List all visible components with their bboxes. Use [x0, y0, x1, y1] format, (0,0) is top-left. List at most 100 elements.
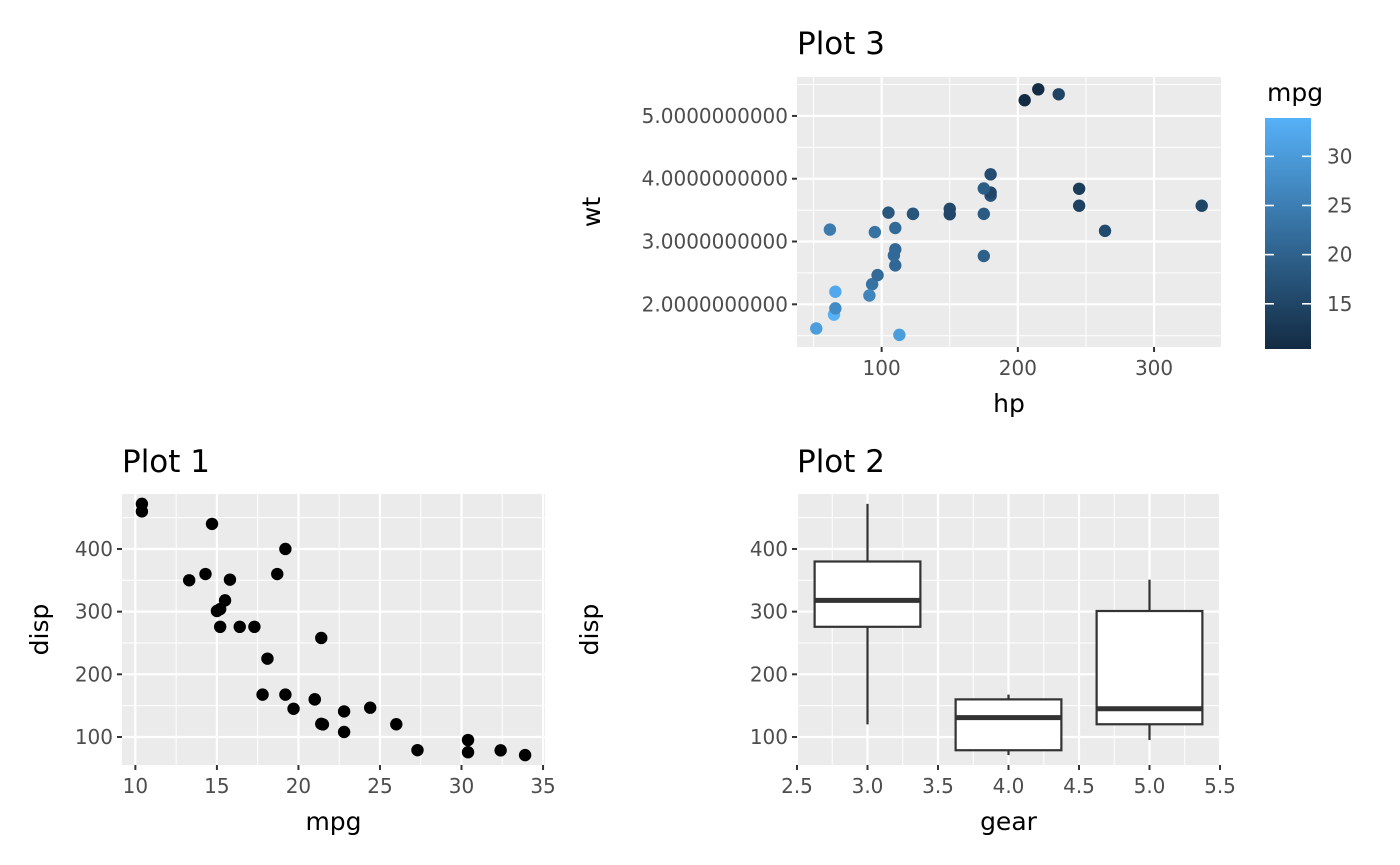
scatter-point — [984, 168, 997, 181]
y-tick-label: 200 — [75, 662, 113, 686]
y-tick-label: 4.0000000000 — [642, 167, 788, 191]
scatter-point — [1072, 182, 1086, 195]
scatter-point — [1195, 199, 1208, 212]
plot3-legend: mpg 15 20 25 30 — [1265, 78, 1352, 349]
scatter-point — [261, 652, 274, 665]
plot3-x-axis-title: hp — [993, 389, 1025, 418]
box-body — [813, 560, 922, 628]
x-tick-label: 15 — [204, 774, 229, 798]
y-tick-label: 400 — [750, 537, 788, 561]
scatter-point — [1098, 224, 1112, 238]
legend-colorbar — [1265, 118, 1311, 349]
plot1-gridlines — [122, 494, 545, 765]
scatter-point — [829, 302, 842, 315]
scatter-point — [1032, 83, 1045, 96]
x-tick-label: 30 — [449, 774, 474, 798]
scatter-point — [279, 688, 292, 701]
scatter-point — [461, 733, 475, 747]
scatter-point — [494, 744, 507, 757]
plot3-y-axis-title: wt — [577, 197, 606, 227]
plot1-title: Plot 1 — [122, 444, 210, 480]
scatter-point — [337, 725, 351, 739]
plot2-y-axis-title: disp — [575, 604, 604, 656]
y-tick-label: 300 — [75, 600, 113, 624]
legend-tick-label: 25 — [1327, 193, 1352, 217]
plot2: Plot 2 2.5 3.0 3.5 4.0 4.5 5.0 5.5 100 200 300 40… — [575, 444, 1236, 836]
plot1-x-axis: 10 15 20 25 30 35 — [123, 765, 556, 798]
x-tick-label: 25 — [367, 774, 392, 798]
scatter-point — [943, 207, 956, 221]
y-tick-label: 200 — [750, 662, 788, 686]
scatter-point — [279, 542, 292, 556]
scatter-point — [135, 505, 149, 518]
y-tick-label: 2.0000000000 — [642, 292, 788, 316]
scatter-point — [205, 517, 219, 531]
plot1-points — [135, 497, 532, 762]
x-tick-label: 200 — [999, 356, 1037, 380]
x-tick-label: 5.0 — [1134, 774, 1166, 798]
scatter-point — [1072, 199, 1086, 212]
scatter-point — [906, 207, 920, 221]
legend-ticks: 15 20 25 30 — [1265, 144, 1352, 316]
plot3-panel — [797, 77, 1221, 347]
y-tick-label: 300 — [750, 600, 788, 624]
scatter-point — [182, 574, 196, 587]
scatter-point — [213, 620, 227, 634]
y-tick-label: 400 — [75, 537, 113, 561]
y-tick-label: 100 — [75, 725, 113, 749]
scatter-point — [893, 328, 906, 342]
plot2-boxes — [813, 503, 1204, 756]
x-tick-label: 35 — [530, 774, 555, 798]
scatter-point — [248, 620, 261, 634]
scatter-point — [977, 207, 991, 221]
scatter-point — [887, 249, 901, 262]
x-tick-label: 20 — [286, 774, 311, 798]
scatter-point — [390, 718, 403, 731]
box-body — [954, 698, 1063, 752]
plot2-x-axis: 2.5 3.0 3.5 4.0 4.5 5.0 5.5 — [781, 765, 1236, 798]
scatter-point — [363, 701, 377, 714]
scatter-point — [977, 182, 991, 195]
x-tick-label: 100 — [863, 356, 901, 380]
plot1-y-axis: 100 200 300 400 — [75, 537, 122, 749]
x-tick-label: 3.0 — [852, 774, 884, 798]
scatter-point — [889, 221, 902, 235]
plot3-title: Plot 3 — [797, 26, 885, 62]
legend-tick-label: 30 — [1327, 144, 1352, 168]
scatter-point — [411, 743, 424, 757]
scatter-point — [287, 702, 300, 715]
scatter-point — [810, 322, 823, 335]
scatter-point — [1018, 94, 1031, 107]
y-tick-label: 3.0000000000 — [642, 230, 788, 254]
scatter-point — [199, 567, 212, 581]
scatter-point — [461, 746, 475, 759]
x-tick-label: 5.5 — [1204, 774, 1236, 798]
scatter-point — [518, 748, 532, 762]
scatter-point — [868, 225, 882, 239]
scatter-point — [223, 573, 237, 586]
scatter-point — [210, 604, 224, 618]
plot3-x-axis: 100 200 300 — [863, 347, 1173, 380]
plot3-points — [810, 83, 1208, 342]
x-tick-label: 2.5 — [781, 774, 813, 798]
scatter-point — [337, 705, 351, 718]
plot1-x-axis-title: mpg — [305, 807, 361, 836]
plot2-y-axis: 100 200 300 400 — [750, 537, 797, 749]
plot2-title: Plot 2 — [797, 444, 885, 480]
y-tick-label: 100 — [750, 725, 788, 749]
plot3: Plot 3 100 200 300 2.0000000000 3.000000000… — [577, 26, 1352, 418]
plot1: Plot 1 10 15 20 25 30 35 100 200 300 400 mpg dis… — [25, 444, 556, 836]
plot1-y-axis-title: disp — [25, 604, 54, 656]
x-tick-label: 300 — [1135, 356, 1173, 380]
scatter-point — [256, 688, 269, 701]
scatter-point — [315, 631, 328, 645]
plot3-y-axis: 2.0000000000 3.0000000000 4.0000000000 5.00… — [642, 104, 797, 316]
plot2-x-axis-title: gear — [980, 807, 1038, 836]
scatter-point — [233, 620, 246, 634]
scatter-point — [865, 278, 879, 291]
plot1-panel — [122, 494, 545, 765]
scatter-point — [863, 289, 876, 302]
scatter-point — [1052, 88, 1065, 101]
scatter-point — [871, 268, 884, 282]
